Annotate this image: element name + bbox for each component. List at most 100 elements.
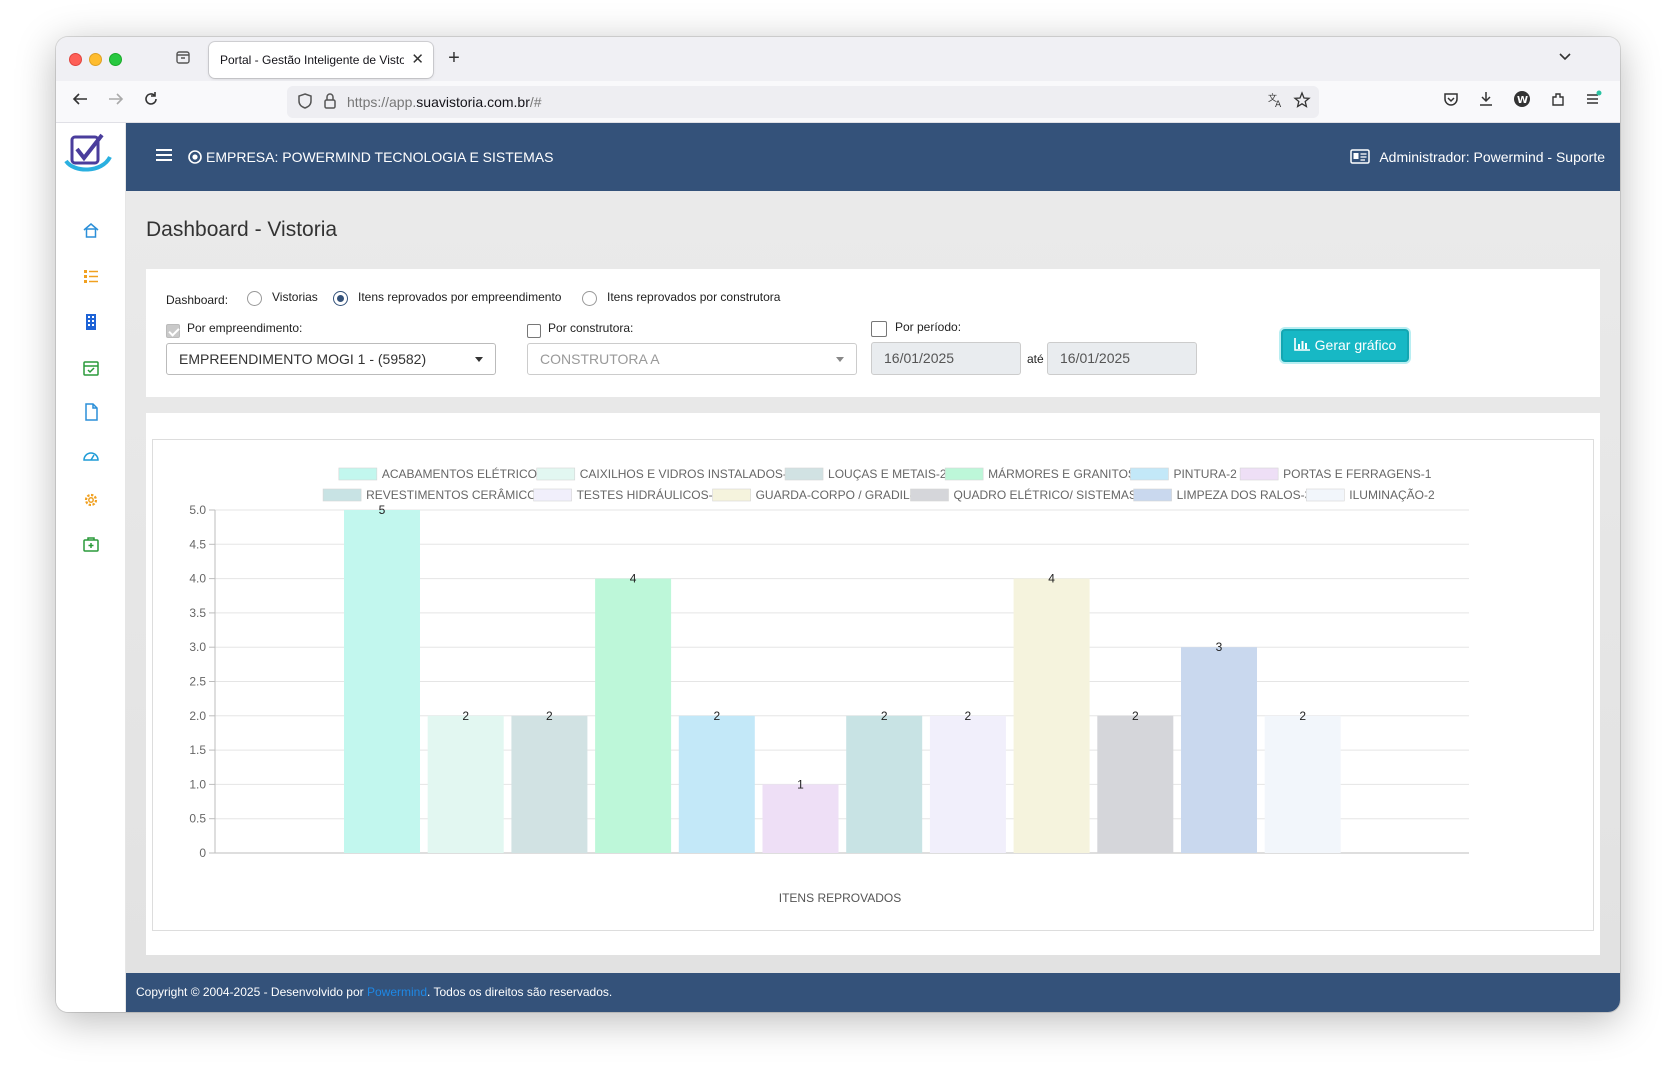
close-window-button[interactable] [69,53,82,66]
url-text[interactable]: https://app.suavistoria.com.br/# [347,94,542,110]
minimize-window-button[interactable] [89,53,102,66]
legend-label: REVESTIMENTOS CERÂMICOS-2 [366,487,555,502]
chevron-down-icon[interactable] [1558,49,1572,65]
browser-window: Portal - Gestão Inteligente de Vistorias… [56,37,1620,1012]
tab-list-icon[interactable] [173,49,193,69]
download-icon[interactable] [1474,90,1498,114]
footer-link[interactable]: Powermind [366,985,428,999]
radio-vistorias[interactable] [247,291,262,306]
bar-chart: ACABAMENTOS ELÉTRICOS-5 CAIXILHOS E VIDRO… [189,466,1469,905]
user-menu[interactable]: Administrador: Powermind - Suporte [1350,149,1605,165]
close-tab-icon[interactable]: ✕ [411,51,424,68]
bar-value-label: 1 [797,777,804,791]
maximize-window-button[interactable] [109,53,122,66]
legend-item[interactable]: PINTURA-2 [1130,467,1237,481]
medical-kit-icon[interactable] [80,535,102,557]
legend-item[interactable]: LIMPEZA DOS RALOS-3 [1133,488,1312,502]
radio-itens-empreendimento-label[interactable]: Itens reprovados por empreendimento [358,290,562,304]
caret-down-icon [836,357,844,362]
lock-icon[interactable] [323,92,337,114]
chart-bar[interactable] [929,715,1006,853]
hamburger-menu-icon[interactable] [156,146,172,166]
bar-value-label: 2 [1299,709,1306,723]
legend-swatch [784,467,824,481]
back-arrow-icon[interactable] [68,90,92,114]
legend-item[interactable]: GUARDA-CORPO / GRADIL-4 [712,488,921,502]
gear-icon[interactable] [80,491,102,513]
por-periodo-checkbox[interactable] [871,321,887,337]
new-tab-button[interactable]: + [448,47,460,69]
legend-item[interactable]: LOUÇAS E METAIS-2 [784,467,947,481]
top-header: EMPRESA: POWERMIND TECNOLOGIA E SISTEMAS… [126,123,1620,191]
legend-item[interactable]: PORTAS E FERRAGENS-1 [1239,467,1432,481]
legend-item[interactable]: TESTES HIDRÁULICOS-2 [533,487,720,502]
chart-grid: 0 0.5 1.0 1.5 2.0 2.5 3.0 3.5 4.0 4.5 5.0 [189,503,1469,860]
legend-label: PINTURA-2 [1173,467,1237,481]
construtora-select-value: CONSTRUTORA A [540,351,660,367]
empreendimento-select-value: EMPREENDIMENTO MOGI 1 - (59582) [179,351,427,367]
por-periodo-label: Por período: [895,320,962,334]
y-tick-label: 5.0 [189,503,206,517]
home-icon[interactable] [80,221,102,243]
extensions-icon[interactable] [1546,90,1570,114]
list-icon[interactable] [80,267,102,289]
bookmark-star-icon[interactable] [1293,91,1311,113]
empreendimento-select[interactable]: EMPREENDIMENTO MOGI 1 - (59582) [166,343,496,375]
footer-suffix: . Todos os direitos são reservados. [427,985,613,999]
bar-chart-icon [1293,338,1310,351]
radio-itens-construtora-label[interactable]: Itens reprovados por construtora [607,290,781,304]
bar-value-label: 2 [965,709,972,723]
document-icon[interactable] [80,403,102,425]
date-to-input[interactable]: 16/01/2025 [1047,342,1197,375]
radio-vistorias-label[interactable]: Vistorias [272,290,318,304]
caret-down-icon [475,357,483,362]
por-construtora-checkbox[interactable] [527,324,541,338]
building-icon[interactable] [80,313,102,335]
legend-item[interactable]: CAIXILHOS E VIDROS INSTALADOS-2 [536,467,794,481]
chart-bar[interactable] [427,715,504,853]
generate-chart-button[interactable]: Gerar gráfico [1281,329,1409,362]
chart-bar[interactable] [762,784,839,853]
reload-icon[interactable] [139,90,163,114]
tab-title: Portal - Gestão Inteligente de Vistorias [220,53,404,67]
construtora-select[interactable]: CONSTRUTORA A [527,343,857,375]
legend-item[interactable]: QUADRO ELÉTRICO/ SISTEMAS-2 [910,487,1148,502]
legend-label: TESTES HIDRÁULICOS-2 [577,487,720,502]
legend-swatch [1306,488,1345,502]
por-empreendimento-checkbox[interactable] [166,324,180,338]
radio-itens-empreendimento[interactable] [333,291,348,306]
bar-value-label: 2 [546,709,553,723]
chart-bar[interactable] [595,578,672,853]
legend-item[interactable]: ILUMINAÇÃO-2 [1306,488,1435,502]
forward-arrow-icon[interactable] [104,90,128,114]
chart-bar[interactable] [1013,578,1090,853]
company-indicator: EMPRESA: POWERMIND TECNOLOGIA E SISTEMAS [188,149,553,165]
legend-item[interactable]: REVESTIMENTOS CERÂMICOS-2 [322,487,556,502]
legend-label: ILUMINAÇÃO-2 [1349,488,1435,502]
chart-bar[interactable] [344,510,420,853]
radio-itens-construtora[interactable] [582,291,597,306]
shield-icon[interactable] [297,92,313,114]
chart-bar[interactable] [1181,647,1257,853]
chart-bar[interactable] [511,715,588,853]
y-tick-label: 4.5 [189,537,206,551]
svg-text:文: 文 [1268,92,1277,104]
bar-value-label: 2 [713,709,720,723]
chart-bar[interactable] [846,715,923,853]
pocket-icon[interactable] [1439,90,1463,114]
calendar-check-icon[interactable] [80,359,102,381]
legend-swatch [1239,467,1279,481]
account-icon[interactable]: W [1510,90,1534,114]
date-from-input[interactable]: 16/01/2025 [871,342,1021,375]
menu-icon[interactable] [1581,90,1605,114]
bar-value-label: 2 [1132,709,1139,723]
cloud-dashboard-icon[interactable] [80,447,102,469]
chart-bar[interactable] [1097,715,1174,853]
chart-bar[interactable] [1264,715,1341,853]
chart-bar[interactable] [678,715,755,853]
browser-tab[interactable]: Portal - Gestão Inteligente de Vistorias… [209,42,433,78]
legend-item[interactable]: MÁRMORES E GRANITOS-4 [944,466,1147,481]
legend-item[interactable]: ACABAMENTOS ELÉTRICOS-5 [338,466,556,481]
